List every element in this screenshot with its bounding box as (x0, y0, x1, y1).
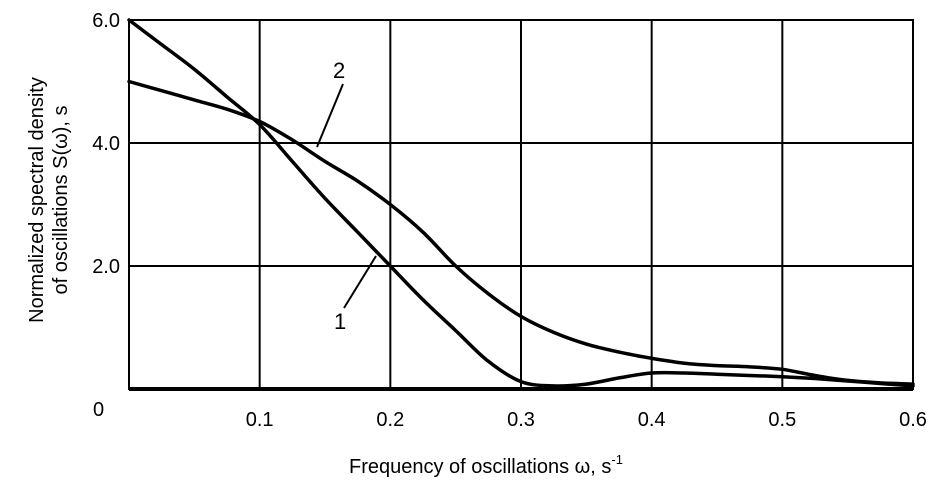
annotation-leaders (316, 83, 377, 309)
y-tick-label-1: 4.0 (92, 133, 120, 155)
tick-labels: 0.1 0.2 0.3 0.4 0.5 0.6 2.0 4.0 6.0 (92, 10, 927, 431)
annotation-curve-2: 2 (333, 58, 345, 83)
curves (127, 18, 915, 388)
x-tick-label-1: 0.2 (376, 409, 404, 431)
series-line-2 (127, 79, 915, 386)
y-tick-label-0: 2.0 (92, 256, 120, 278)
leader-line-curve-1 (343, 255, 377, 309)
x-axis-label-superscript: -1 (611, 452, 623, 467)
x-axis-label: Frequency of oscillations ω, s-1 (349, 452, 623, 478)
origin-label: 0 (93, 399, 104, 421)
x-tick-label-3: 0.4 (638, 409, 666, 431)
x-tick-label-4: 0.5 (768, 409, 796, 431)
leader-line-curve-2 (316, 83, 344, 148)
x-tick-label-5: 0.6 (899, 409, 927, 431)
series-line-1 (127, 18, 915, 388)
grid (128, 19, 914, 391)
y-tick-label-2: 6.0 (92, 10, 120, 32)
x-tick-label-0: 0.1 (246, 409, 274, 431)
y-axis-label-line-2: of oscillations S(ω), s (50, 105, 72, 294)
x-tick-label-2: 0.3 (507, 409, 535, 431)
y-axis-label: Normalized spectral density of oscillati… (26, 77, 72, 323)
y-axis-label-line-1: Normalized spectral density (26, 77, 48, 323)
annotation-curve-1: 1 (334, 309, 346, 334)
x-axis-label-text: Frequency of oscillations ω, s (349, 456, 611, 478)
